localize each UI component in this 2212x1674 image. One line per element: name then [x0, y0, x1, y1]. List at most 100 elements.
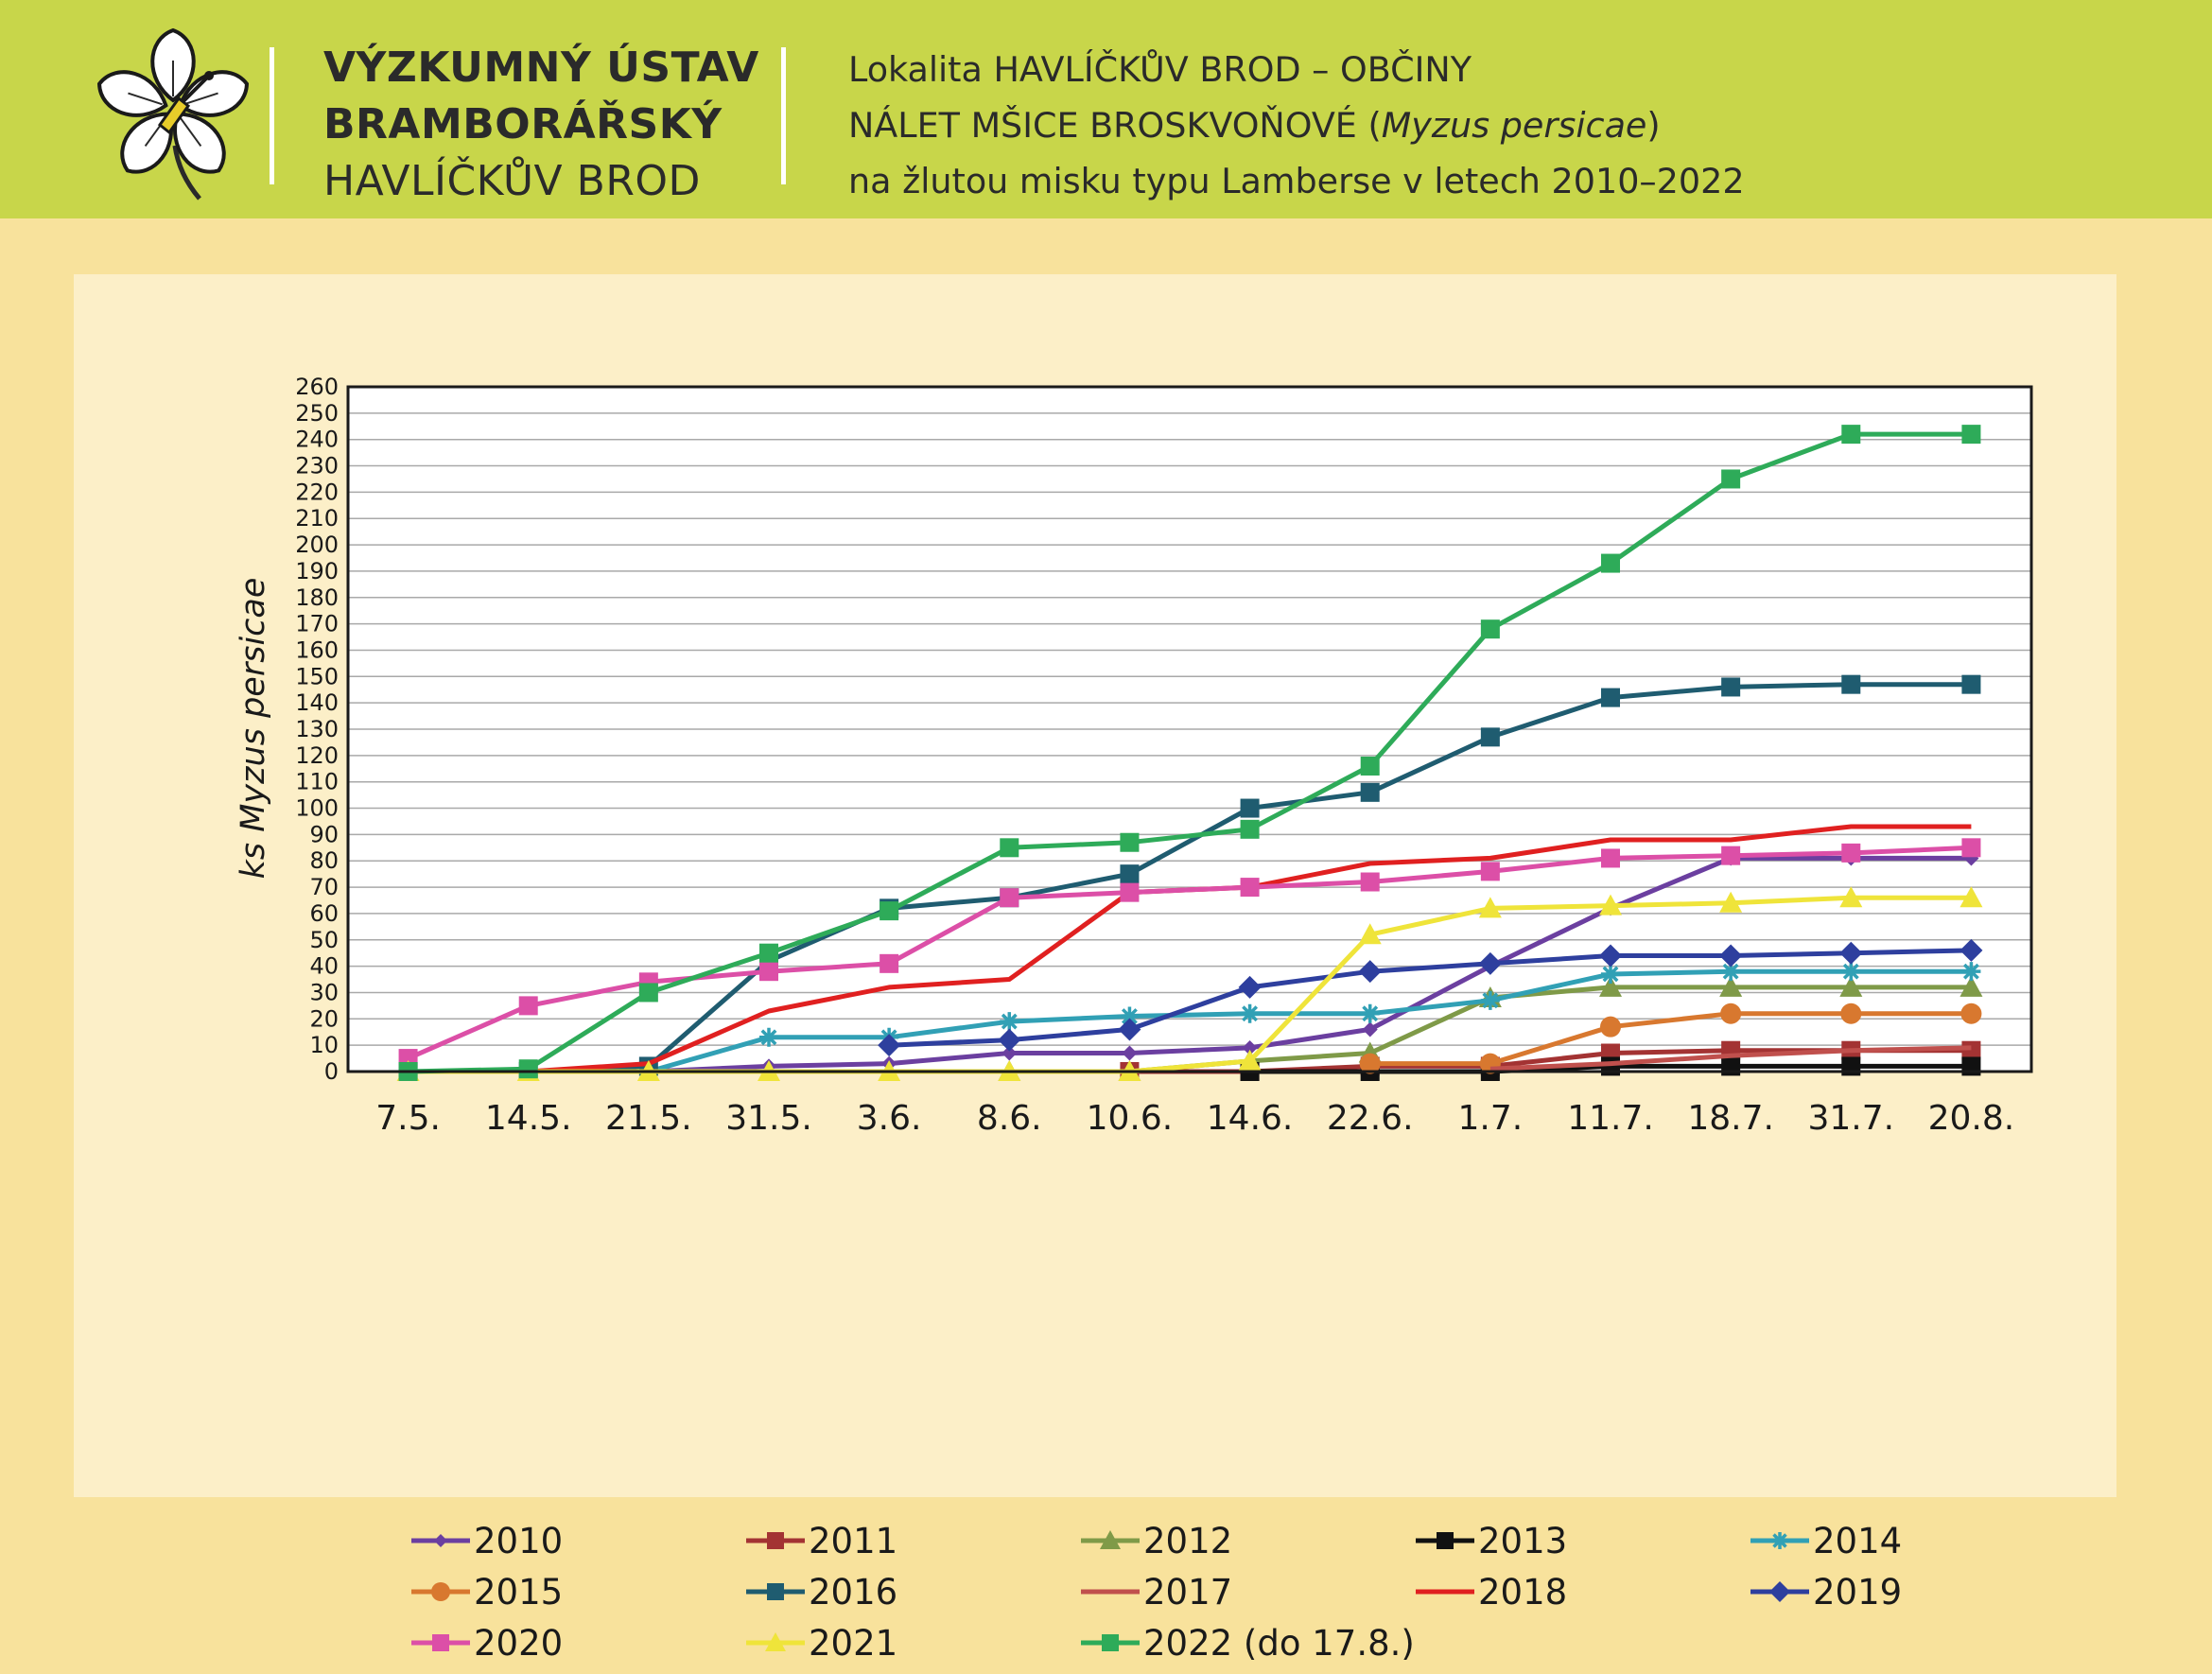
legend-swatch	[411, 1634, 470, 1651]
data-point	[1599, 894, 1622, 915]
y-tick-label: 110	[295, 769, 339, 795]
data-point	[1478, 897, 1502, 918]
institute-line-3: HAVLÍČKŮV BROD	[323, 157, 701, 205]
legend-label: 2013	[1478, 1520, 1568, 1561]
y-tick-label: 190	[295, 558, 339, 584]
y-tick-label: 60	[309, 900, 339, 927]
x-tick-label: 31.5.	[725, 1099, 812, 1138]
data-point	[1102, 1634, 1119, 1651]
data-point	[1841, 962, 1861, 982]
legend-swatch	[1081, 1634, 1140, 1651]
legend-label: 2010	[474, 1520, 564, 1561]
legend-swatch	[1416, 1532, 1474, 1549]
data-point	[1599, 944, 1622, 968]
data-point	[1720, 1003, 1742, 1024]
data-point	[1000, 888, 1019, 908]
data-point	[1840, 1003, 1862, 1024]
y-tick-label: 160	[295, 636, 339, 663]
x-tick-label: 10.6.	[1087, 1099, 1174, 1138]
data-point	[767, 1583, 784, 1600]
data-point	[1362, 1021, 1378, 1038]
legend-item: 2010	[409, 1517, 563, 1564]
data-point	[1360, 782, 1380, 802]
data-point	[1100, 1530, 1121, 1549]
data-point	[1719, 891, 1743, 913]
legend-label: 2019	[1813, 1571, 1903, 1613]
header-divider-left	[270, 47, 274, 184]
title-line-2-suffix: )	[1646, 105, 1661, 146]
data-point	[878, 1034, 901, 1057]
chart-title: Lokalita HAVLÍČKŮV BROD – OBČINY NÁLET M…	[848, 42, 1745, 209]
legend-label: 2012	[1143, 1520, 1233, 1561]
data-point	[759, 1027, 778, 1047]
data-point	[1480, 619, 1500, 639]
y-tick-label: 30	[309, 979, 339, 1005]
data-point	[1721, 469, 1741, 489]
data-point	[1721, 962, 1741, 982]
data-point	[432, 1634, 449, 1651]
data-point	[1601, 848, 1620, 868]
institute-line-2: BRAMBORÁŘSKÝ	[323, 100, 723, 148]
legend-label: 2016	[809, 1571, 898, 1613]
data-point	[1771, 1532, 1788, 1549]
legend-item: 2020	[409, 1619, 563, 1666]
line-chart: 0102030405060708090100110120130140150160…	[235, 374, 2033, 1138]
series-line	[407, 845, 1972, 1061]
data-point	[1601, 688, 1620, 707]
y-tick-label: 50	[309, 927, 339, 953]
series-line	[408, 682, 1972, 1074]
data-point	[1240, 798, 1260, 818]
data-point	[1240, 1003, 1260, 1023]
y-tick-label: 240	[295, 427, 339, 453]
series-2022	[398, 425, 1981, 1081]
data-point	[1358, 923, 1382, 945]
data-point	[1839, 941, 1863, 965]
data-point	[1478, 951, 1502, 975]
institute-name: VÝZKUMNÝ ÚSTAV BRAMBORÁŘSKÝ HAVLÍČKŮV BR…	[323, 40, 759, 210]
x-tick-label: 14.6.	[1207, 1099, 1294, 1138]
data-point	[880, 953, 899, 973]
y-tick-label: 170	[295, 611, 339, 637]
y-tick-label: 200	[295, 532, 339, 558]
legend-item: 2017	[1079, 1568, 1232, 1615]
x-tick-label: 20.8.	[1928, 1099, 2015, 1138]
data-point	[1839, 975, 1863, 997]
x-tick-labels: 7.5. 14.5. 21.5. 31.5. 3.6. 8.6. 10.6. 14.6. 22.…	[375, 1099, 2014, 1138]
series-line	[1489, 1045, 1972, 1072]
data-point	[431, 1582, 450, 1601]
y-tick-label: 260	[295, 374, 339, 400]
data-point	[518, 996, 538, 1016]
institute-line-1: VÝZKUMNÝ ÚSTAV	[323, 44, 759, 92]
y-tick-label: 80	[309, 847, 339, 874]
data-point	[1122, 1045, 1138, 1061]
data-point	[1358, 960, 1382, 984]
data-point	[1480, 990, 1500, 1010]
data-point	[759, 962, 778, 982]
x-tick-label: 31.7.	[1807, 1099, 1894, 1138]
legend-item: 2019	[1749, 1568, 1902, 1615]
data-point	[518, 1059, 538, 1079]
data-point	[1238, 1049, 1262, 1071]
header-banner: VÝZKUMNÝ ÚSTAV BRAMBORÁŘSKÝ HAVLÍČKŮV BR…	[0, 0, 2212, 218]
title-line-3: na žlutou misku typu Lamberse v letech 2…	[848, 161, 1745, 201]
legend-swatch	[1750, 1532, 1809, 1549]
y-tick-label: 10	[309, 1032, 339, 1058]
data-point	[1359, 1053, 1381, 1074]
data-point	[1599, 975, 1622, 997]
legend-label: 2011	[809, 1520, 898, 1561]
legend-item: 2014	[1749, 1517, 1902, 1564]
legend-label: 2021	[809, 1622, 898, 1664]
y-tick-label: 120	[295, 742, 339, 769]
data-point	[1959, 886, 1983, 908]
x-tick-label: 8.6.	[977, 1099, 1042, 1138]
legend-item: 2011	[744, 1517, 897, 1564]
y-tick-label: 70	[309, 874, 339, 900]
data-point	[1961, 838, 1981, 858]
title-line-1: Lokalita HAVLÍČKŮV BROD – OBČINY	[848, 49, 1472, 90]
data-point	[1120, 864, 1140, 884]
data-point	[1242, 1039, 1258, 1055]
legend-swatch	[746, 1583, 805, 1600]
data-point	[1000, 1012, 1019, 1032]
legend-item: 2021	[744, 1619, 897, 1666]
legend-swatch	[746, 1632, 805, 1651]
